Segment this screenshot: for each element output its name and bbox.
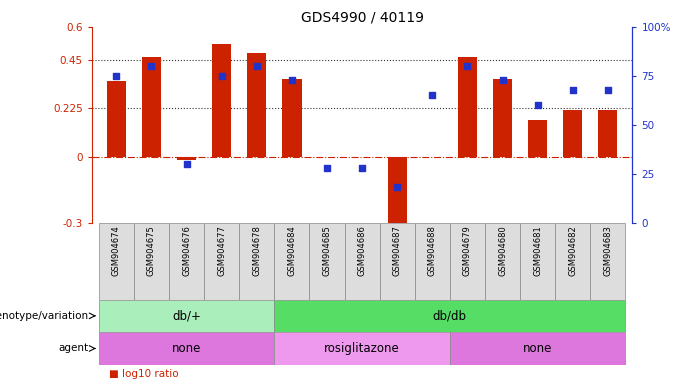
Text: GSM904686: GSM904686 — [358, 225, 367, 276]
Bar — [520, 223, 555, 300]
Bar — [450, 223, 485, 300]
Text: GSM904682: GSM904682 — [568, 225, 577, 276]
Bar — [212, 44, 231, 157]
Point — [567, 86, 578, 93]
Bar — [388, 157, 407, 227]
Point — [602, 86, 613, 93]
Text: GSM904674: GSM904674 — [112, 225, 121, 276]
Bar — [493, 79, 512, 157]
Bar — [345, 223, 379, 300]
Bar — [590, 223, 626, 300]
Point — [181, 161, 192, 167]
Bar — [99, 300, 274, 332]
Bar — [107, 81, 126, 157]
Point — [497, 77, 508, 83]
Text: db/+: db/+ — [172, 310, 201, 322]
Bar — [99, 332, 274, 365]
Bar — [177, 157, 197, 160]
Text: GSM904680: GSM904680 — [498, 225, 507, 276]
Bar — [274, 332, 450, 365]
Bar — [204, 223, 239, 300]
Bar — [134, 223, 169, 300]
Text: GSM904678: GSM904678 — [252, 225, 261, 276]
Bar — [282, 79, 301, 157]
Text: ■ log10 ratio: ■ log10 ratio — [109, 369, 178, 379]
Point — [286, 77, 297, 83]
Text: GSM904681: GSM904681 — [533, 225, 542, 276]
Bar — [274, 300, 626, 332]
Point — [216, 73, 227, 79]
Bar — [142, 57, 161, 157]
Text: GSM904684: GSM904684 — [288, 225, 296, 276]
Text: agent: agent — [58, 343, 88, 354]
Bar — [239, 223, 274, 300]
Bar — [274, 223, 309, 300]
Text: genotype/variation: genotype/variation — [0, 311, 88, 321]
Text: GSM904676: GSM904676 — [182, 225, 191, 276]
Text: GSM904688: GSM904688 — [428, 225, 437, 276]
Bar — [247, 53, 267, 157]
Text: none: none — [172, 342, 201, 355]
Bar — [415, 223, 450, 300]
Point — [322, 165, 333, 171]
Text: GSM904683: GSM904683 — [603, 225, 612, 276]
Text: GSM904685: GSM904685 — [322, 225, 331, 276]
Text: GSM904677: GSM904677 — [217, 225, 226, 276]
Point — [392, 184, 403, 190]
Point — [356, 165, 367, 171]
Bar — [598, 109, 617, 157]
Point — [146, 63, 157, 69]
Point — [427, 92, 438, 98]
Text: GSM904687: GSM904687 — [393, 225, 402, 276]
Bar — [563, 109, 582, 157]
Title: GDS4990 / 40119: GDS4990 / 40119 — [301, 10, 424, 24]
Bar — [379, 223, 415, 300]
Bar — [309, 223, 345, 300]
Point — [532, 102, 543, 108]
Text: rosiglitazone: rosiglitazone — [324, 342, 400, 355]
Point — [111, 73, 122, 79]
Bar — [169, 223, 204, 300]
Text: db/db: db/db — [433, 310, 467, 322]
Text: GSM904679: GSM904679 — [463, 225, 472, 276]
Point — [252, 63, 262, 69]
Bar — [450, 332, 626, 365]
Bar — [485, 223, 520, 300]
Text: GSM904675: GSM904675 — [147, 225, 156, 276]
Point — [462, 63, 473, 69]
Text: none: none — [523, 342, 552, 355]
Bar — [555, 223, 590, 300]
Bar — [458, 57, 477, 157]
Bar — [528, 121, 547, 157]
Bar — [99, 223, 134, 300]
